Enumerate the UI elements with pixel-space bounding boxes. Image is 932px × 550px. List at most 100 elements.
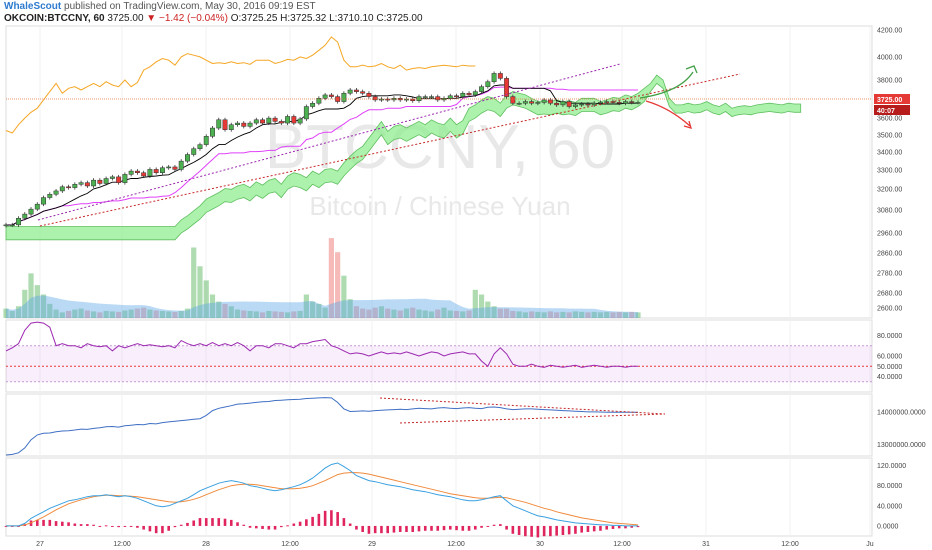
candle-body [159,167,165,173]
macd-hist-bar [123,525,127,527]
price-panel[interactable] [3,36,872,318]
chart-header: WhaleScout published on TradingView.com,… [4,1,423,25]
volume-bar [635,312,641,318]
volume-bar [585,312,591,318]
candle-body [447,95,453,99]
candle-body [497,73,503,79]
macd-hist-bar [511,525,515,534]
macd-hist-bar [67,522,70,526]
volume-bar [391,309,397,318]
obv-line [5,397,638,456]
volume-bar [378,306,385,318]
macd-hist-bar [129,525,133,527]
trendline-purple [37,63,621,221]
volume-bar [203,280,209,318]
candle-body [454,95,459,98]
volume-bar [134,308,141,318]
candle-body [604,101,610,103]
price-tick-label: 3300.00 [877,168,902,175]
candle-body [16,217,21,226]
obv-trend-top [379,397,666,415]
volume-bar [178,310,184,318]
volume-bar [529,311,535,318]
volume-bar [503,308,510,318]
down-arrow-head [683,120,692,129]
rsi-tick-label: 50.0000 [877,364,902,371]
macd-hist-bar [254,525,258,529]
volume-bar [316,303,322,318]
macd-hist-bar [42,519,45,526]
macd-hist-bar [292,523,296,526]
candle-body [341,93,347,102]
candle-body [241,122,247,127]
macd-hist-bar [361,525,364,532]
candle-body [210,127,215,137]
obv-panel[interactable] [5,397,666,456]
candle-body [572,104,578,107]
macd-panel[interactable] [4,462,640,538]
candle-body [629,101,635,103]
macd-tick-label: 0.0000 [877,523,899,530]
volume-bar [497,308,503,318]
macd-hist-bar [236,522,239,526]
candle-body [147,169,153,177]
macd-hist-bar [273,525,277,530]
volume-bar [366,309,372,318]
volume-bar [522,312,528,318]
x-tick-label: 12:00 [281,541,299,548]
macd-hist-bar [223,518,227,526]
candle-body [504,78,510,97]
macd-hist-bar [136,525,139,528]
lagging-span [5,36,476,134]
candle-body [122,174,128,183]
macd-hist-bar [305,519,308,526]
x-tick-label: 29 [368,541,376,548]
candle-body [491,73,497,82]
macd-hist-bar [173,525,177,528]
macd-hist-bar [617,525,621,529]
last-price-label: 3725.00 [874,94,910,104]
macd-hist-bar [280,525,283,528]
candle-body [429,96,434,98]
candle-body [566,101,572,107]
rsi-panel[interactable] [5,321,872,383]
price-tick-label: 2780.00 [877,271,902,278]
macd-hist-bar [204,518,208,526]
macd-hist-bar [380,525,383,534]
volume-bar [109,311,115,318]
volume-bar [253,311,259,318]
candle-body [84,182,90,187]
symbol-label[interactable]: OKCOIN:BTCCNY, 60 [4,13,105,24]
rsi-band [6,345,872,382]
candle-body [166,166,172,169]
volume-bar [128,309,134,318]
macd-hist-bar [4,525,8,527]
macd-hist-bar [104,525,108,527]
candle-body [3,224,9,227]
candle-body [266,117,272,124]
candle-body [285,116,291,124]
macd-hist-bar [530,525,533,537]
volume-bar [428,311,435,318]
macd-hist-bar [167,525,170,531]
candle-body [522,101,528,104]
macd-hist-bar [154,525,158,534]
volume-bar [466,310,472,318]
volume-bar [554,312,560,318]
macd-hist-bar [505,525,508,530]
volume-bar [28,273,34,318]
volume-bar [216,301,222,318]
countdown-tag: 40:07 [877,108,895,115]
macd-hist-bar [536,525,540,538]
candle-body [172,166,178,170]
author-name[interactable]: WhaleScout [4,1,62,12]
candle-body [128,170,134,175]
candle-body [598,102,603,104]
macd-hist-bar [373,525,377,534]
candle-body [378,98,384,101]
volume-bar [310,301,316,318]
candle-body [560,101,566,106]
candle-body [422,96,428,98]
price-tick-label: 2860.00 [877,251,902,258]
